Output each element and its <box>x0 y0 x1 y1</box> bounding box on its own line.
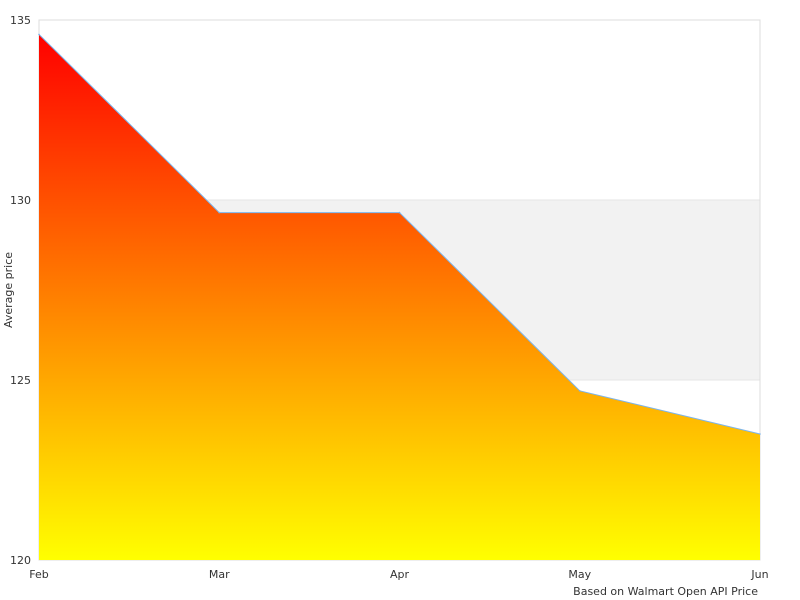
x-tick-label: May <box>568 568 591 581</box>
data-point[interactable] <box>398 211 401 214</box>
y-tick-label: 130 <box>10 194 31 207</box>
y-axis-title: Average price <box>2 252 15 328</box>
x-tick-label: Apr <box>390 568 410 581</box>
data-point[interactable] <box>578 390 581 392</box>
chart-credit: Based on Walmart Open API Price <box>573 585 758 598</box>
y-tick-label: 120 <box>10 554 31 567</box>
y-axis: 120 125 130 135 <box>10 14 31 567</box>
series-area <box>39 34 760 560</box>
data-point[interactable] <box>759 433 761 435</box>
x-axis: Feb Mar Apr May Jun <box>29 568 768 581</box>
data-point[interactable] <box>218 211 221 214</box>
x-tick-label: Mar <box>209 568 230 581</box>
data-point[interactable] <box>38 33 40 36</box>
series-layer <box>38 33 761 560</box>
x-tick-label: Jun <box>750 568 768 581</box>
y-tick-label: 125 <box>10 374 31 387</box>
x-tick-label: Feb <box>29 568 48 581</box>
y-tick-label: 135 <box>10 14 31 27</box>
